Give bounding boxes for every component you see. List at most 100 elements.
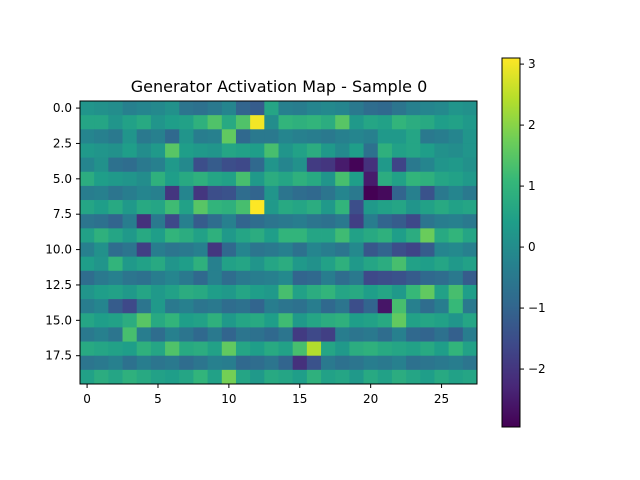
heatmap-cell: [235, 242, 251, 258]
heatmap-cell: [292, 143, 308, 158]
heatmap-cell: [80, 284, 95, 300]
heatmap-cell: [80, 270, 95, 286]
heatmap-cell: [363, 185, 379, 201]
heatmap-cell: [391, 214, 407, 229]
heatmap-cell: [335, 214, 350, 229]
heatmap-cell: [377, 200, 393, 215]
heatmap-cell: [136, 270, 152, 286]
heatmap-cell: [391, 143, 407, 158]
heatmap-cell: [80, 157, 95, 173]
heatmap-cell: [207, 313, 223, 328]
heatmap-cell: [335, 299, 350, 314]
heatmap-cells: [80, 101, 478, 385]
heatmap-cell: [434, 129, 450, 144]
heatmap-cell: [462, 242, 478, 258]
heatmap-cell: [80, 242, 95, 258]
heatmap-cell: [292, 242, 308, 258]
heatmap-cell: [448, 129, 464, 144]
heatmap-cell: [94, 143, 109, 158]
heatmap-cell: [434, 284, 450, 300]
heatmap-cell: [235, 327, 251, 342]
heatmap-cell: [292, 115, 308, 130]
heatmap-cell: [448, 200, 464, 215]
heatmap-cell: [122, 369, 138, 385]
heatmap-cell: [420, 171, 435, 187]
heatmap-cell: [221, 369, 237, 385]
heatmap-cell: [363, 115, 379, 130]
heatmap-cell: [434, 299, 450, 314]
heatmap-cell: [122, 214, 138, 229]
heatmap-cell: [221, 299, 237, 314]
heatmap-cell: [377, 185, 393, 201]
heatmap-cell: [406, 355, 421, 371]
heatmap-cell: [193, 228, 209, 243]
heatmap-cell: [250, 171, 265, 187]
heatmap-cell: [221, 228, 237, 243]
colorbar-tick-label: 1: [528, 179, 536, 193]
heatmap-cell: [420, 185, 435, 201]
heatmap-cell: [193, 284, 209, 300]
heatmap-cell: [292, 171, 308, 187]
heatmap-cell: [363, 256, 379, 272]
heatmap-cell: [462, 115, 478, 130]
heatmap-cell: [406, 270, 421, 286]
heatmap-cell: [235, 115, 251, 130]
y-tick-label: 12.5: [45, 278, 72, 292]
heatmap-cell: [250, 299, 265, 314]
heatmap-cell: [306, 228, 322, 243]
heatmap-cell: [292, 355, 308, 371]
heatmap-cell: [406, 185, 421, 201]
heatmap-cell: [235, 228, 251, 243]
heatmap-cell: [207, 256, 223, 272]
heatmap-cell: [165, 171, 180, 187]
heatmap-cell: [94, 270, 109, 286]
heatmap-cell: [179, 200, 194, 215]
heatmap-cell: [250, 369, 265, 385]
heatmap-cell: [207, 242, 223, 258]
heatmap-cell: [221, 157, 237, 173]
heatmap-cell: [122, 143, 138, 158]
heatmap-cell: [278, 101, 294, 116]
heatmap-cell: [221, 256, 237, 272]
heatmap-cell: [165, 242, 180, 258]
heatmap-cell: [420, 143, 435, 158]
heatmap-cell: [94, 214, 109, 229]
heatmap-cell: [264, 299, 279, 314]
heatmap-cell: [136, 129, 152, 144]
heatmap-cell: [321, 284, 336, 300]
heatmap-cell: [363, 341, 379, 357]
heatmap-cell: [150, 270, 166, 286]
heatmap-cell: [349, 129, 364, 144]
heatmap-cell: [377, 101, 393, 116]
heatmap-cell: [207, 129, 223, 144]
heatmap-cell: [292, 327, 308, 342]
heatmap-cell: [179, 129, 194, 144]
heatmap-cell: [335, 200, 350, 215]
heatmap-cell: [80, 115, 95, 130]
heatmap-cell: [406, 256, 421, 272]
heatmap-cell: [207, 270, 223, 286]
heatmap-cell: [377, 242, 393, 258]
heatmap-cell: [108, 369, 123, 385]
heatmap-cell: [179, 185, 194, 201]
heatmap-cell: [406, 171, 421, 187]
heatmap-cell: [165, 157, 180, 173]
heatmap-cell: [321, 115, 336, 130]
heatmap-cell: [349, 143, 364, 158]
heatmap-cell: [448, 214, 464, 229]
heatmap-cell: [278, 256, 294, 272]
heatmap-cell: [150, 256, 166, 272]
heatmap-cell: [306, 369, 322, 385]
heatmap-cell: [321, 369, 336, 385]
heatmap-cell: [179, 228, 194, 243]
heatmap-cell: [335, 242, 350, 258]
heatmap-cell: [150, 355, 166, 371]
x-tick-label: 0: [83, 392, 91, 406]
heatmap-cell: [391, 341, 407, 357]
heatmap-cell: [179, 355, 194, 371]
heatmap-cell: [377, 369, 393, 385]
heatmap-cell: [80, 341, 95, 357]
heatmap-cell: [235, 143, 251, 158]
heatmap-cell: [278, 185, 294, 201]
